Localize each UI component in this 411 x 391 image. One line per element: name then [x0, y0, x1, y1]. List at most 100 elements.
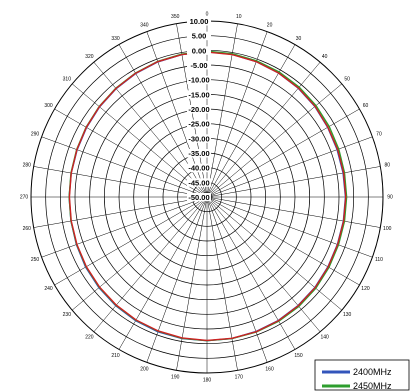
radial-tick-label: -30.00: [188, 134, 209, 143]
angle-tick-label: 60: [363, 103, 369, 109]
angle-tick-label: 330: [111, 36, 120, 42]
grid-spoke: [206, 196, 321, 332]
angle-tick-label: 120: [361, 286, 370, 292]
grid-spoke: [206, 44, 296, 198]
radial-tick-label: -25.00: [188, 120, 209, 129]
angle-tick-label: 0: [206, 11, 209, 17]
angle-tick-label: 280: [23, 163, 32, 169]
radial-tick-label: -35.00: [188, 149, 209, 158]
series-layer: [68, 50, 348, 342]
series-line-3: [68, 51, 347, 342]
angle-tick-label: 290: [31, 132, 40, 138]
angle-tick-label: 40: [322, 54, 328, 60]
angle-tick-label: 150: [294, 353, 303, 359]
radial-tick-label: 10.00: [190, 17, 209, 26]
grid-spoke: [41, 136, 208, 198]
grid-spoke: [206, 196, 342, 311]
grid-spoke: [206, 136, 373, 198]
grid-spoke: [93, 62, 208, 198]
angle-tick-labels: 0 10 20 30 40 50 60 70 80 90 100 110 120 130 140 150 160…: [20, 11, 393, 383]
angle-tick-label: 140: [320, 335, 329, 341]
radial-tick-label: -50.00: [188, 193, 209, 202]
radial-tick-label: -45.00: [188, 178, 209, 187]
radial-tick-label-bg: [187, 178, 211, 187]
angle-tick-label: 70: [376, 132, 382, 138]
radial-tick-label-bg: [187, 163, 211, 173]
legend-label-1: 2400MHz: [353, 367, 392, 377]
radial-tick-label-bg: [187, 31, 211, 41]
angle-tick-label: 200: [140, 366, 149, 372]
angle-tick-label: 130: [343, 312, 352, 318]
angle-tick-label: 220: [85, 335, 94, 341]
polar-grid: [30, 20, 384, 374]
radial-tick-label: -20.00: [188, 105, 209, 114]
angle-tick-label: 210: [111, 353, 120, 359]
angle-tick-label: 300: [44, 103, 53, 109]
radial-tick-label: 5.00: [192, 32, 207, 41]
grid-spoke: [33, 196, 208, 228]
grid-spoke: [176, 196, 208, 371]
radial-tick-label-bg: [187, 105, 211, 114]
angle-tick-label: 250: [31, 257, 40, 263]
grid-spoke: [206, 196, 360, 286]
angle-tick-label: 170: [235, 375, 244, 381]
grid-spoke: [206, 196, 381, 228]
radial-tick-label-bg: [187, 134, 211, 143]
legend-label-2: 2450MHz: [353, 381, 392, 391]
grid-spoke: [72, 83, 208, 198]
angle-tick-label: 340: [140, 22, 149, 28]
angle-tick-label: 230: [63, 312, 72, 318]
angle-tick-label: 30: [296, 36, 302, 42]
grid-spoke: [206, 196, 296, 350]
radial-tick-label-bg: [187, 149, 211, 158]
angle-tick-label: 110: [375, 257, 383, 263]
grid-spoke: [146, 196, 208, 363]
angle-tick-label: 80: [384, 163, 390, 169]
angle-tick-label: 10: [236, 14, 242, 20]
radial-tick-label: -15.00: [188, 90, 209, 99]
grid-spoke: [33, 166, 208, 198]
grid-spoke: [206, 196, 268, 363]
angle-tick-label: 180: [203, 377, 212, 383]
angle-tick-label: 260: [23, 226, 32, 232]
grid-spoke: [206, 23, 238, 198]
angle-tick-label: 350: [171, 14, 180, 20]
radial-tick-label-bg: [187, 75, 211, 85]
grid-spoke: [118, 196, 208, 350]
grid-spoke: [93, 196, 208, 332]
radial-tick-label: -5.00: [190, 61, 207, 70]
angle-tick-label: 270: [20, 194, 29, 200]
angle-tick-label: 240: [44, 286, 53, 292]
legend: 2400MHz 2450MHz: [314, 359, 410, 391]
grid-spoke: [206, 62, 321, 198]
angle-tick-label: 190: [171, 375, 180, 381]
radial-tick-labels: 10.00 5.00 0.00 -5.00 -10.00 -15.00 -20.00 -25.…: [187, 17, 211, 202]
grid-spoke: [72, 196, 208, 311]
grid-spoke: [206, 166, 381, 198]
angle-tick-label: 320: [85, 54, 94, 60]
radial-tick-label: 0.00: [192, 46, 207, 55]
angle-tick-label: 100: [383, 226, 392, 232]
angle-tick-label: 160: [265, 366, 274, 372]
grid-spoke: [41, 196, 208, 258]
radial-tick-label: -10.00: [188, 76, 209, 85]
angle-tick-label: 20: [267, 22, 273, 28]
grid-spoke: [206, 196, 373, 258]
radial-tick-label-bg: [187, 17, 211, 26]
radial-tick-label-bg: [187, 46, 211, 55]
grid-spoke: [206, 83, 342, 198]
angle-tick-label: 50: [344, 77, 350, 83]
grid-spoke: [54, 196, 208, 286]
radial-tick-label-bg: [187, 90, 211, 99]
angle-tick-label: 310: [63, 77, 72, 83]
grid-spoke: [54, 108, 208, 198]
radial-tick-label: -40.00: [188, 164, 209, 173]
grid-spoke: [206, 108, 360, 198]
radial-tick-label-bg: [187, 119, 211, 129]
grid-spoke: [206, 31, 268, 198]
radial-tick-label-bg: [187, 193, 211, 202]
angle-tick-label: 90: [387, 194, 393, 200]
radial-tick-label-bg: [187, 61, 211, 70]
grid-spoke: [206, 196, 238, 371]
